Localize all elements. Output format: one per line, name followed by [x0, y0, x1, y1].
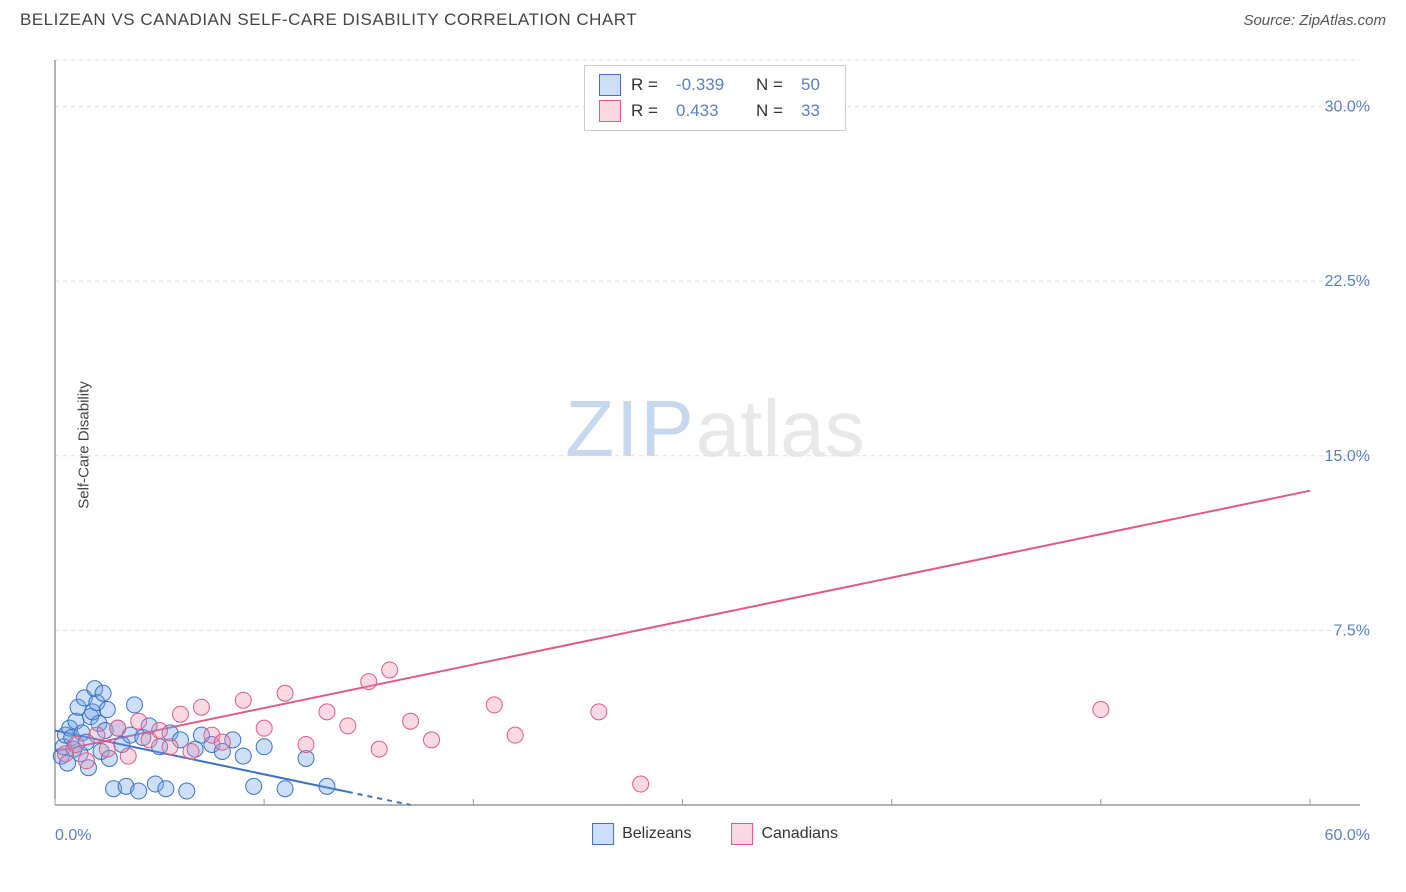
svg-text:22.5%: 22.5% [1325, 273, 1370, 290]
swatch-belizeans [592, 823, 614, 845]
r-label: R = [631, 101, 666, 121]
source-label: Source: ZipAtlas.com [1243, 12, 1386, 29]
header: BELIZEAN VS CANADIAN SELF-CARE DISABILIT… [0, 0, 1406, 35]
legend-canadians: Canadians [731, 823, 838, 845]
scatter-chart: 7.5% 15.0% 22.5% 30.0% 0.0% 60.0% [50, 45, 1380, 845]
plot-area: Self-Care Disability ZIPatlas 7.5%15.0%2… [50, 45, 1380, 845]
svg-text:60.0%: 60.0% [1325, 827, 1370, 844]
n-label: N = [756, 75, 791, 95]
n-label: N = [756, 101, 791, 121]
r-value-canadians: 0.433 [676, 101, 746, 121]
stats-row-canadians: R = 0.433 N = 33 [599, 98, 831, 124]
legend-belizeans: Belizeans [592, 823, 691, 845]
r-value-belizeans: -0.339 [676, 75, 746, 95]
stats-row-belizeans: R = -0.339 N = 50 [599, 72, 831, 98]
swatch-canadians [731, 823, 753, 845]
n-value-canadians: 33 [801, 101, 831, 121]
svg-text:15.0%: 15.0% [1325, 448, 1370, 465]
swatch-belizeans [599, 74, 621, 96]
svg-text:30.0%: 30.0% [1325, 99, 1370, 116]
n-value-belizeans: 50 [801, 75, 831, 95]
swatch-canadians [599, 100, 621, 122]
legend-label: Canadians [761, 825, 838, 843]
legend-label: Belizeans [622, 825, 691, 843]
legend: Belizeans Canadians [592, 823, 838, 845]
stats-legend: R = -0.339 N = 50 R = 0.433 N = 33 [584, 65, 846, 131]
chart-title: BELIZEAN VS CANADIAN SELF-CARE DISABILIT… [20, 10, 637, 30]
svg-text:0.0%: 0.0% [55, 827, 91, 844]
r-label: R = [631, 75, 666, 95]
svg-text:7.5%: 7.5% [1334, 622, 1370, 639]
